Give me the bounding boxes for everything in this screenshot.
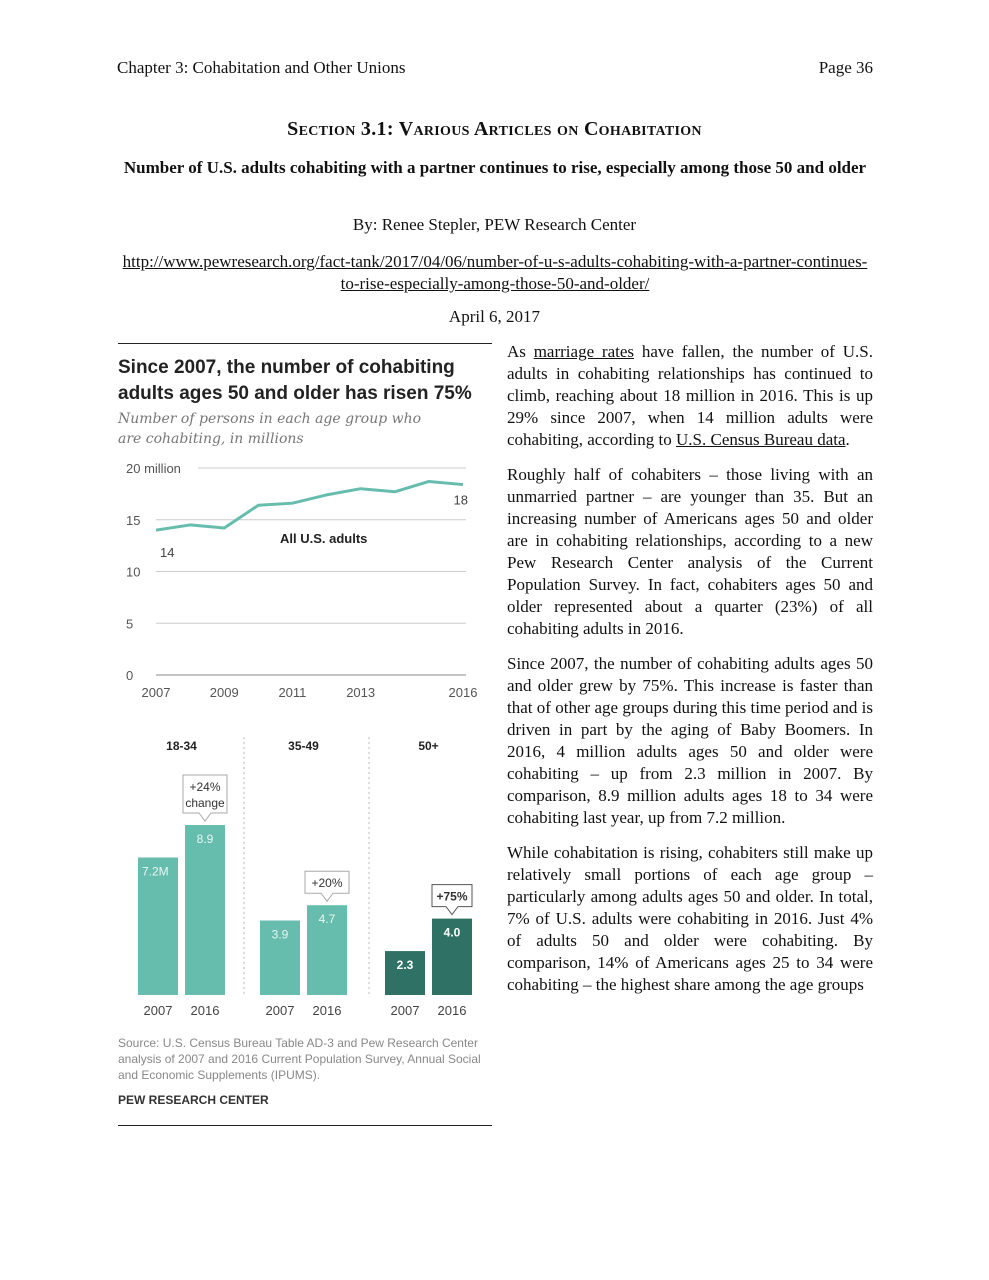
paragraph-4: While cohabitation is rising, cohabiters… — [507, 843, 873, 994]
series-line-all-adults — [155, 479, 464, 532]
bar — [138, 857, 178, 995]
bar-value-label: 8.9 — [197, 832, 214, 846]
article-title: Number of U.S. adults cohabiting with a … — [123, 158, 867, 177]
bar-value-label: 3.9 — [272, 928, 289, 942]
bar — [307, 905, 347, 995]
data-label-first: 14 — [160, 545, 174, 560]
bar — [432, 918, 472, 995]
change-label: +20% — [311, 876, 342, 890]
figure-credit: PEW RESEARCH CENTER — [118, 1093, 269, 1107]
change-suffix: change — [185, 796, 225, 810]
article-body: As marriage rates have fallen, the numbe… — [507, 341, 873, 1009]
group-label: 35-49 — [288, 739, 319, 753]
publication-date: April 6, 2017 — [448, 307, 541, 326]
x-tick-label: 2007 — [391, 1003, 420, 1018]
page-number: Page 36 — [818, 58, 873, 77]
x-tick-label: 2013 — [346, 685, 375, 700]
paragraph-2: Roughly half of cohabiters – those livin… — [507, 465, 873, 638]
change-label: +75% — [436, 890, 467, 904]
source-link[interactable]: http://www.pewresearch.org/fact-tank/201… — [122, 252, 868, 293]
bar-value-label: 7.2M — [142, 864, 169, 878]
running-header: Chapter 3: Cohabitation and Other Unions… — [117, 58, 873, 80]
figure-top-rule — [118, 343, 492, 344]
bar — [185, 825, 225, 995]
y-tick-label: 20 million — [126, 461, 181, 476]
marriage-rates-link[interactable]: marriage rates — [533, 342, 635, 361]
y-tick-label: 10 — [126, 565, 140, 580]
byline: By: Renee Stepler, PEW Research Center — [352, 215, 637, 234]
chart-canvas: 0 5 10 15 20 million 2007 2009 2011 2013 2016 14 18… — [126, 461, 478, 1018]
figure-subtitle: Number of persons in each age group who … — [118, 411, 422, 447]
figure-bottom-rule — [118, 1125, 492, 1126]
x-tick-label: 2016 — [438, 1003, 467, 1018]
y-tick-label: 15 — [126, 513, 140, 528]
x-tick-label: 2007 — [144, 1003, 173, 1018]
series-label: All U.S. adults — [280, 531, 367, 546]
paragraph-3: Since 2007, the number of cohabiting adu… — [507, 654, 873, 827]
x-tick-label: 2016 — [449, 685, 478, 700]
y-tick-label: 5 — [126, 616, 133, 631]
data-label-last: 18 — [454, 493, 468, 508]
bar — [385, 951, 425, 995]
chapter-title: Chapter 3: Cohabitation and Other Unions — [117, 58, 406, 77]
bar-value-label: 4.0 — [444, 926, 461, 940]
bar — [260, 920, 300, 995]
x-tick-label: 2016 — [191, 1003, 220, 1018]
bar-value-label: 2.3 — [397, 958, 414, 972]
section-title: Section 3.1: Various Articles on Cohabit… — [287, 118, 702, 140]
x-tick-label: 2009 — [210, 685, 239, 700]
change-callout — [182, 774, 228, 822]
change-label: +24% — [189, 780, 220, 794]
change-callout — [304, 870, 350, 903]
group-label: 50+ — [418, 739, 438, 753]
figure-source: Source: U.S. Census Bureau Table AD-3 an… — [118, 1036, 481, 1082]
y-tick-label: 0 — [126, 668, 133, 683]
bar-value-label: 4.7 — [319, 912, 336, 926]
change-callout — [431, 884, 473, 916]
x-tick-label: 2016 — [313, 1003, 342, 1018]
figure-title: Since 2007, the number of cohabiting adu… — [118, 357, 472, 404]
census-data-link[interactable]: U.S. Census Bureau data — [676, 430, 846, 449]
x-tick-label: 2007 — [266, 1003, 295, 1018]
x-tick-label: 2011 — [278, 685, 306, 700]
group-label: 18-34 — [166, 739, 197, 753]
paragraph-1: As marriage rates have fallen, the numbe… — [507, 342, 873, 449]
x-tick-label: 2007 — [142, 685, 171, 700]
figure: Since 2007, the number of cohabiting adu… — [118, 345, 492, 1125]
